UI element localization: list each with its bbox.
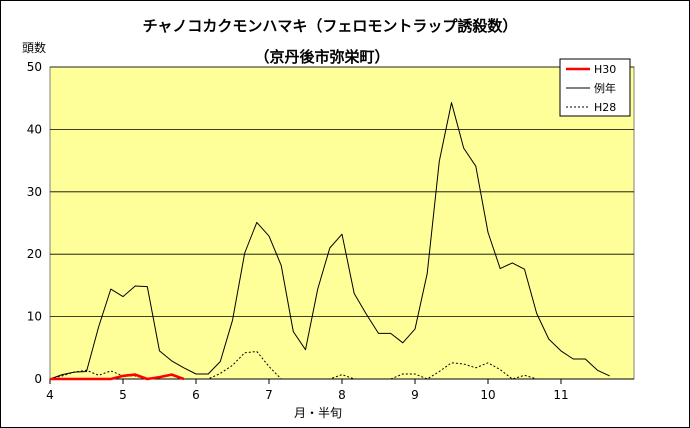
x-axis-ticks: 4 5 6 7 8 9 10 11 xyxy=(46,379,569,402)
y-tick-label: 20 xyxy=(27,247,42,261)
y-tick-label: 30 xyxy=(27,185,42,199)
legend-label: H30 xyxy=(594,63,616,76)
y-tick-label: 40 xyxy=(27,122,42,136)
series-line-h30 xyxy=(50,373,185,381)
y-tick-label: 10 xyxy=(27,310,42,324)
legend-label: H28 xyxy=(594,101,616,114)
series-layer xyxy=(49,102,610,381)
x-tick-label: 9 xyxy=(411,388,419,402)
x-tick-label: 11 xyxy=(553,388,568,402)
y-axis-label: 頭数 xyxy=(22,40,46,55)
chart-title: チャノコカクモンハマキ（フェロモントラップ誘殺数） xyxy=(143,17,518,35)
x-tick-label: 8 xyxy=(338,388,346,402)
chart-subtitle: （京丹後市弥栄町） xyxy=(254,48,389,66)
plot-area xyxy=(49,66,635,380)
y-tick-label: 50 xyxy=(27,60,42,74)
x-tick-label: 4 xyxy=(46,388,54,402)
legend-label: 例年 xyxy=(594,81,616,95)
x-tick-label: 7 xyxy=(265,388,273,402)
x-axis-label: 月・半旬 xyxy=(294,406,342,420)
x-tick-label: 10 xyxy=(480,388,495,402)
y-axis-ticks: 0 10 20 30 40 50 xyxy=(27,60,42,386)
x-tick-label: 5 xyxy=(119,388,127,402)
x-tick-label: 6 xyxy=(192,388,200,402)
legend: H30 例年 H28 xyxy=(559,58,631,117)
y-tick-label: 0 xyxy=(34,372,42,386)
series-line-average xyxy=(49,102,610,380)
